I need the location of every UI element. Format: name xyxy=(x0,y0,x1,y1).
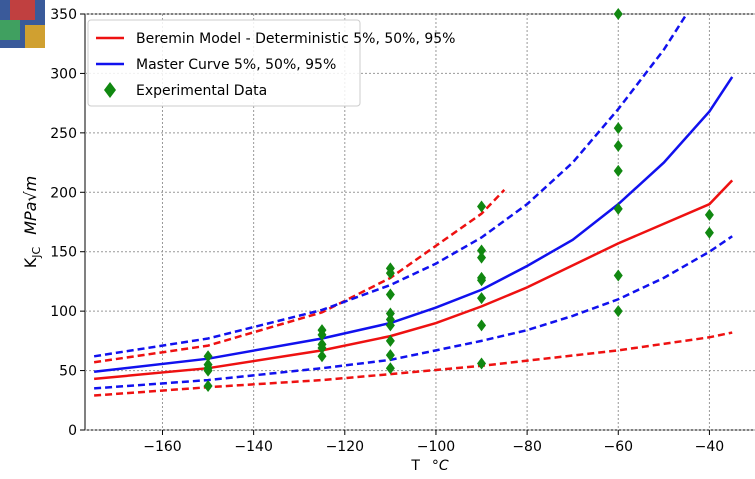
legend-label: Experimental Data xyxy=(136,83,267,99)
data-point xyxy=(477,251,487,264)
x-tick-label: −40 xyxy=(695,439,725,455)
x-tick-label: −60 xyxy=(603,439,633,455)
curve xyxy=(93,76,734,374)
y-label-unit: MPa√m xyxy=(21,176,40,235)
y-axis-label: KJC MPa√m xyxy=(21,176,43,268)
x-label-symbol: T xyxy=(410,458,420,474)
data-point xyxy=(385,334,395,347)
x-tick-label: −160 xyxy=(143,439,181,455)
data-point xyxy=(477,244,487,257)
data-point xyxy=(477,319,487,332)
legend-label: Beremin Model - Deterministic 5%, 50%, 9… xyxy=(136,31,455,47)
x-tick-label: −100 xyxy=(417,439,455,455)
plot-area xyxy=(85,8,755,431)
data-point xyxy=(385,362,395,375)
curve xyxy=(93,13,688,358)
data-point xyxy=(613,139,623,152)
y-tick-label: 350 xyxy=(50,7,77,23)
decor-image xyxy=(0,0,45,48)
data-point xyxy=(317,350,327,363)
curve xyxy=(94,331,733,397)
y-label-sub: JC xyxy=(30,246,43,258)
y-tick-label: 50 xyxy=(59,364,77,380)
x-axis-label: T °C xyxy=(410,458,449,474)
data-point xyxy=(385,349,395,362)
data-point xyxy=(317,341,327,354)
data-point xyxy=(385,319,395,332)
y-tick-label: 200 xyxy=(50,185,77,201)
y-label-symbol: K xyxy=(21,257,40,268)
data-point xyxy=(613,164,623,177)
legend-label: Master Curve 5%, 50%, 95% xyxy=(136,57,336,73)
data-point xyxy=(203,364,213,377)
data-point xyxy=(613,8,623,20)
curve xyxy=(93,189,506,364)
data-point xyxy=(477,292,487,305)
data-point xyxy=(385,288,395,301)
curve xyxy=(93,179,734,381)
y-tick-label: 0 xyxy=(68,423,77,439)
x-tick-label: −120 xyxy=(326,439,364,455)
data-point xyxy=(613,122,623,135)
data-point xyxy=(613,269,623,282)
legend-swatch xyxy=(104,82,116,98)
data-point xyxy=(477,200,487,213)
data-point xyxy=(613,202,623,215)
data-point xyxy=(385,267,395,280)
x-tick-label: −80 xyxy=(512,439,542,455)
x-tick-label: −140 xyxy=(234,439,272,455)
y-tick-label: 250 xyxy=(50,126,77,142)
curve xyxy=(94,235,733,390)
legend: Beremin Model - Deterministic 5%, 50%, 9… xyxy=(87,19,455,107)
y-tick-label: 150 xyxy=(50,245,77,261)
x-label-unit: °C xyxy=(432,458,449,474)
data-point xyxy=(704,226,714,239)
data-point xyxy=(477,274,487,287)
data-point xyxy=(317,328,327,341)
y-tick-label: 100 xyxy=(50,304,77,320)
data-point xyxy=(203,350,213,363)
legend-box xyxy=(87,19,361,107)
data-point xyxy=(477,357,487,370)
data-point xyxy=(704,208,714,221)
data-point xyxy=(613,305,623,318)
data-point xyxy=(203,380,213,393)
y-tick-label: 300 xyxy=(50,66,77,82)
